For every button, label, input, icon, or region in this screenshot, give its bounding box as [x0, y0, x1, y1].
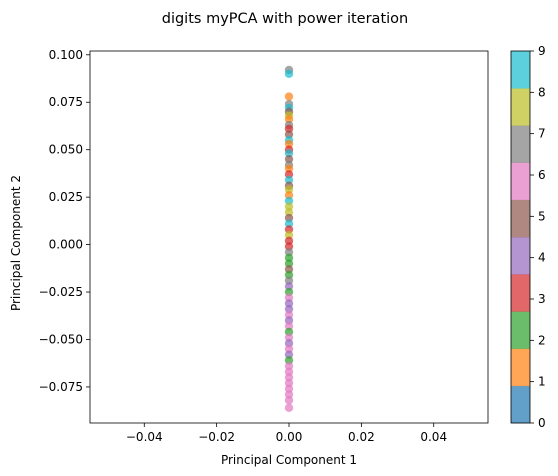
scatter-point — [284, 92, 294, 101]
y-tick-label: 0.025 — [49, 190, 83, 204]
colorbar-tick-label: 4 — [538, 251, 546, 265]
colorbar-tick-label: 0 — [538, 416, 546, 430]
y-tick-label: −0.050 — [39, 332, 83, 346]
x-tick-label: −0.04 — [126, 430, 163, 444]
colorbar-tick-label: 5 — [538, 209, 546, 223]
colorbar-segment — [511, 162, 530, 201]
scatter-point — [284, 69, 294, 78]
y-tick-label: −0.075 — [39, 380, 83, 394]
colorbar-segment — [511, 348, 530, 387]
y-tick-label: 0.050 — [49, 143, 83, 157]
colorbar-segment — [511, 237, 530, 275]
colorbar-tick-label: 3 — [538, 292, 546, 306]
scatter-point — [284, 403, 294, 413]
colorbar-segment — [511, 311, 530, 349]
colorbar-segment — [511, 385, 530, 424]
colorbar-segment — [511, 51, 530, 89]
y-tick-label: 0.075 — [49, 95, 83, 109]
colorbar-segment — [511, 274, 530, 312]
y-axis: −0.075 −0.050 −0.025 0.000 0.025 0.050 0.075 0.… — [39, 48, 90, 394]
colorbar: 0 1 2 3 4 5 6 7 8 9 — [510, 44, 546, 430]
colorbar-tick-label: 6 — [538, 168, 546, 182]
x-axis: −0.04 −0.02 0.00 0.02 0.04 — [126, 423, 447, 444]
x-tick-label: 0.02 — [348, 430, 375, 444]
chart-title: digits myPCA with power iteration — [162, 11, 408, 27]
colorbar-frame — [510, 50, 531, 424]
colorbar-tick-label: 7 — [538, 127, 546, 141]
scatter-point — [284, 396, 294, 405]
y-axis-title: Principal Component 2 — [9, 175, 23, 311]
y-tick-label: 0.100 — [49, 48, 83, 62]
colorbar-segment — [511, 199, 530, 238]
colorbar-segment — [511, 125, 530, 163]
x-tick-label: 0.04 — [420, 430, 447, 444]
colorbar-tick-label: 9 — [538, 44, 546, 58]
colorbar-tick-label: 8 — [538, 85, 546, 99]
x-tick-label: 0.00 — [276, 430, 303, 444]
x-tick-label: −0.02 — [198, 430, 235, 444]
y-tick-label: 0.000 — [49, 238, 83, 252]
y-tick-label: −0.025 — [39, 285, 83, 299]
colorbar-tick-label: 1 — [538, 375, 546, 389]
colorbar-segment — [511, 88, 530, 126]
x-axis-title: Principal Component 1 — [221, 453, 357, 467]
colorbar-tick-label: 2 — [538, 333, 546, 347]
plot-area — [89, 50, 489, 424]
